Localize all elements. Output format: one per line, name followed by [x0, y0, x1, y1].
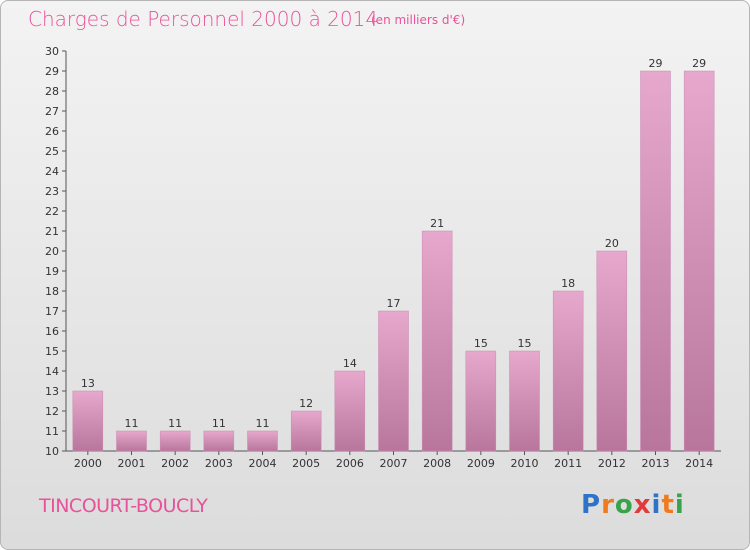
- chart-value-labels: 13 11 11 11 11 12 14 17 21 15 15 18 20 29 29: [81, 57, 706, 430]
- bar-2000: [72, 390, 104, 452]
- y-tick-label: 21: [45, 225, 59, 238]
- x-tick-label: 2006: [336, 457, 364, 470]
- x-tick-label: 2001: [118, 457, 146, 470]
- bar-2011: [552, 290, 584, 452]
- x-tick-label: 2002: [161, 457, 189, 470]
- bar-2004: [247, 430, 278, 452]
- y-tick-label: 14: [45, 365, 59, 378]
- y-tick-label: 26: [45, 125, 59, 138]
- x-tick-label: 2013: [642, 457, 670, 470]
- value-label: 11: [256, 417, 270, 430]
- y-tick-label: 11: [45, 425, 59, 438]
- chart-subtitle: (en milliers d'€): [371, 13, 466, 27]
- bar-2005: [290, 410, 322, 452]
- chart-bars: [72, 70, 715, 452]
- x-tick-label: 2000: [74, 457, 102, 470]
- y-tick-label: 16: [45, 325, 59, 338]
- y-tick-label: 30: [45, 45, 59, 58]
- x-tick-label: 2005: [292, 457, 320, 470]
- value-label: 20: [605, 237, 619, 250]
- x-tick-label: 2011: [554, 457, 582, 470]
- value-label: 11: [212, 417, 226, 430]
- bar-2003: [203, 430, 235, 452]
- y-tick-label: 12: [45, 405, 59, 418]
- y-tick-label: 28: [45, 85, 59, 98]
- value-label: 13: [81, 377, 95, 390]
- value-label: 29: [649, 57, 663, 70]
- bar-2010: [509, 350, 540, 452]
- value-label: 15: [518, 337, 532, 350]
- x-tick-label: 2004: [249, 457, 277, 470]
- bar-2009: [465, 350, 497, 452]
- logo-letter: x: [633, 490, 652, 520]
- x-tick-label: 2010: [511, 457, 539, 470]
- chart-title: Charges de Personnel 2000 à 2014: [28, 7, 379, 31]
- logo-letter: i: [674, 490, 685, 520]
- value-label: 11: [168, 417, 182, 430]
- y-tick-label: 20: [45, 245, 59, 258]
- x-tick-label: 2009: [467, 457, 495, 470]
- value-label: 18: [561, 277, 575, 290]
- bar-2012: [596, 250, 628, 452]
- bar-2008: [421, 230, 453, 452]
- value-label: 12: [299, 397, 313, 410]
- location-name: TINCOURT-BOUCLY: [39, 495, 208, 517]
- logo-letter: P: [581, 490, 602, 520]
- logo-letter: i: [651, 490, 662, 520]
- y-tick-label: 24: [45, 165, 59, 178]
- y-tick-label: 18: [45, 285, 59, 298]
- y-tick-label: 23: [45, 185, 59, 198]
- bar-2001: [116, 430, 147, 452]
- chart-axes: 10 11 12 13 14 15 16 17 18 19 20 21 22 23 24 25 26 27 28 29…: [45, 45, 721, 470]
- x-tick-label: 2014: [685, 457, 713, 470]
- value-label: 17: [387, 297, 401, 310]
- bar-2013: [640, 70, 671, 452]
- bar-2006: [334, 370, 366, 452]
- y-tick-label: 13: [45, 385, 59, 398]
- value-label: 11: [125, 417, 139, 430]
- bar-2007: [378, 310, 409, 452]
- value-label: 14: [343, 357, 357, 370]
- y-tick-label: 22: [45, 205, 59, 218]
- proxiti-logo: Proxiti: [581, 490, 685, 520]
- x-tick-label: 2007: [380, 457, 408, 470]
- bar-2014: [683, 70, 715, 452]
- x-tick-label: 2008: [423, 457, 451, 470]
- logo-letter: o: [614, 490, 634, 520]
- y-tick-label: 19: [45, 265, 59, 278]
- x-tick-label: 2003: [205, 457, 233, 470]
- y-tick-label: 10: [45, 445, 59, 458]
- y-tick-label: 27: [45, 105, 59, 118]
- x-tick-label: 2012: [598, 457, 626, 470]
- logo-letter: t: [661, 490, 675, 520]
- value-label: 15: [474, 337, 488, 350]
- bar-2002: [159, 430, 191, 452]
- value-label: 29: [692, 57, 706, 70]
- y-tick-label: 15: [45, 345, 59, 358]
- value-label: 21: [430, 217, 444, 230]
- y-tick-label: 29: [45, 65, 59, 78]
- logo-letter: r: [601, 490, 615, 520]
- y-tick-label: 17: [45, 305, 59, 318]
- y-tick-label: 25: [45, 145, 59, 158]
